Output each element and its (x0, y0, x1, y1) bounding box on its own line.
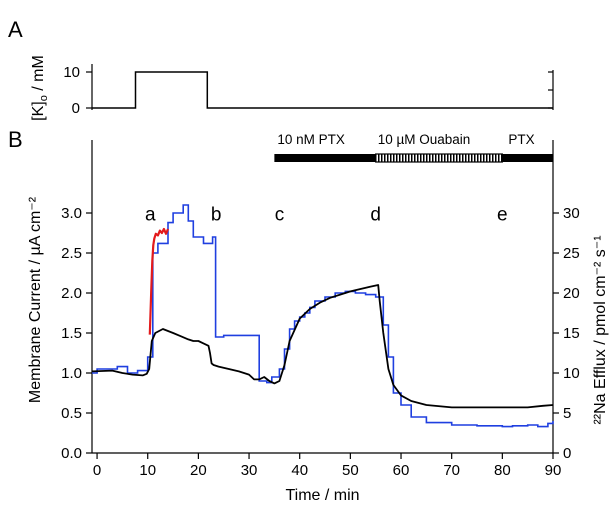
treatment-bar-label-1: 10 µM Ouabain (378, 132, 471, 147)
panel-b-right-axis-label: ²²Na Efflux / pmol cm⁻² s⁻¹ (592, 235, 609, 424)
treatment-bar-0 (274, 154, 376, 162)
na-efflux-series (92, 204, 554, 428)
panel-b-left-tick-label: 0.5 (61, 405, 82, 422)
panel-b-right-tick-label: 25 (563, 245, 580, 262)
panel-a-y-tick-label: 10 (63, 64, 80, 81)
panel-a-y-axis-label: [K]o / mM (30, 55, 50, 121)
panel-a-y-tick-label: 0 (72, 100, 80, 117)
treatment-bar-label-2: PTX (508, 132, 534, 147)
panel-b-left-tick-label: 1.0 (61, 365, 82, 382)
panel-b-x-tick-label: 40 (291, 462, 308, 479)
time-point-label-a: a (145, 205, 156, 226)
time-point-label-d: d (370, 205, 381, 226)
membrane-current-series (91, 284, 554, 409)
panel-b-x-tick-label: 60 (393, 462, 410, 479)
panel-b-left-tick-label: 1.5 (61, 325, 82, 342)
panel-b-x-axis-label: Time / min (285, 487, 359, 504)
panel-b-x-tick-label: 10 (139, 462, 156, 479)
panel-b-x-tick-label: 70 (443, 462, 460, 479)
panel-b-right-tick-label: 5 (563, 405, 571, 422)
panel-b-x-tick-label: 90 (545, 462, 562, 479)
treatment-bar-2 (502, 154, 553, 162)
time-point-label-c: c (275, 205, 285, 226)
panel-b-right-tick-label: 20 (563, 285, 580, 302)
panel-b-left-axis-label: Membrane Current / µA cm⁻² (27, 196, 44, 403)
panel-b-left-tick-label: 3.0 (61, 205, 82, 222)
treatment-bar-1 (375, 153, 503, 163)
panel-b-left-tick-label: 2.5 (61, 245, 82, 262)
panel-b-left-tick-label: 2.0 (61, 285, 82, 302)
fast-current-series (148, 227, 170, 335)
panel-b-x-tick-label: 0 (93, 462, 101, 479)
panel-b-x-tick-label: 80 (494, 462, 511, 479)
treatment-bar-label-0: 10 nM PTX (277, 132, 345, 147)
panel-a-k-trace (92, 71, 553, 109)
panel-a-label: A (8, 17, 23, 42)
panel-b-x-tick-label: 30 (241, 462, 258, 479)
panel-b-right-tick-label: 15 (563, 325, 580, 342)
time-point-label-e: e (497, 205, 508, 226)
panel-b-x-tick-label: 50 (342, 462, 359, 479)
panel-b-label: B (8, 127, 23, 152)
panel-b-right-tick-label: 30 (563, 205, 580, 222)
panel-b-x-tick-label: 20 (190, 462, 207, 479)
panel-b-left-tick-label: 0.0 (61, 445, 82, 462)
time-point-label-b: b (211, 205, 222, 226)
panel-b-right-tick-label: 0 (563, 445, 571, 462)
panel-b-right-tick-label: 10 (563, 365, 580, 382)
